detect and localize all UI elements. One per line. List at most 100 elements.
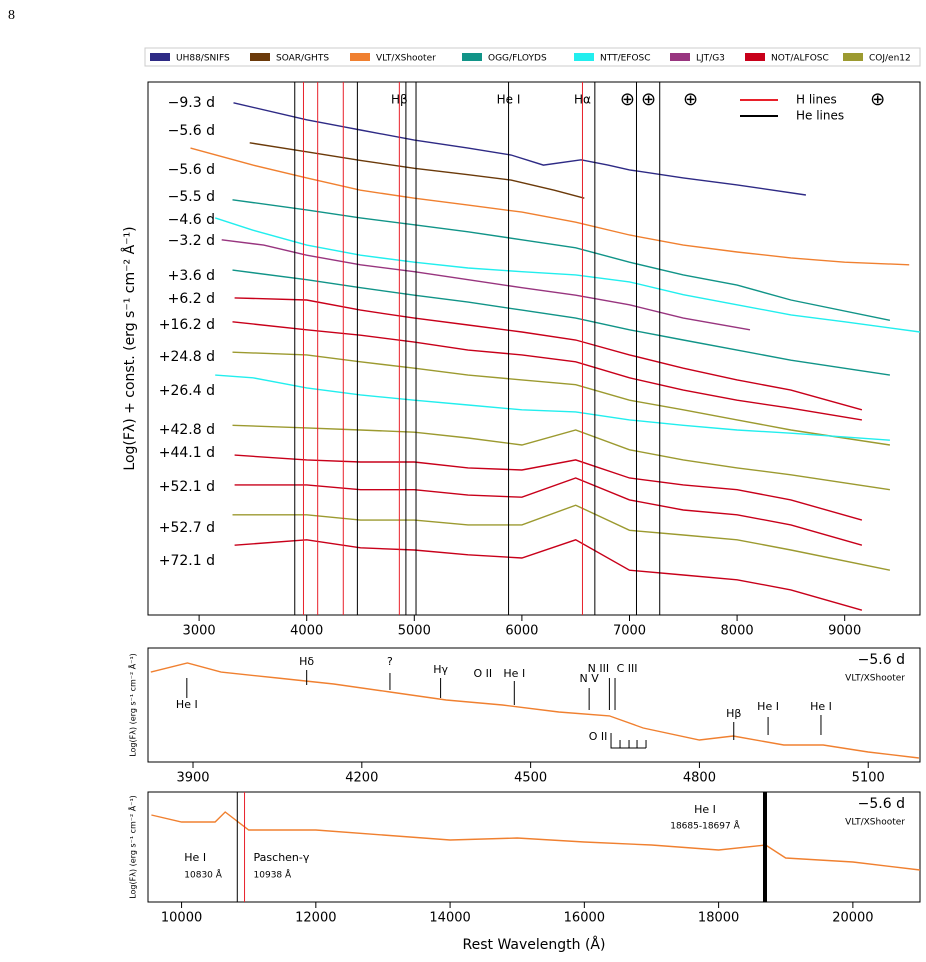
line-id-label: ⊕ <box>683 89 698 110</box>
epoch-label: +44.1 d <box>159 445 215 461</box>
legend-swatch <box>745 53 765 61</box>
legend-label: VLT/XShooter <box>376 54 436 64</box>
x-tick-label: 10000 <box>161 911 202 926</box>
line-id-label: Hα <box>574 93 591 107</box>
line-id-sublabel: 10938 Å <box>254 869 292 881</box>
legend-label: H lines <box>796 93 837 107</box>
spectrum <box>232 199 891 321</box>
legend-label: SOAR/GHTS <box>276 54 329 64</box>
x-tick-label: 20000 <box>832 911 873 926</box>
x-tick-label: 18000 <box>698 911 739 926</box>
epoch-label: −5.6 d <box>168 123 215 139</box>
spectrum <box>151 811 921 871</box>
x-tick-label: 6000 <box>505 624 538 639</box>
legend-swatch <box>462 53 482 61</box>
epoch-label: −9.3 d <box>168 95 215 111</box>
x-tick-label: 5000 <box>398 624 431 639</box>
x-tick-label: 7000 <box>613 624 646 639</box>
spectrum <box>214 217 921 333</box>
line-id-label: O II <box>473 667 492 680</box>
line-id-sublabel: 10830 Å <box>184 869 222 881</box>
spectrum <box>232 504 891 571</box>
legend-swatch <box>350 53 370 61</box>
line-id-label: He I <box>503 667 525 680</box>
x-tick-label: 3000 <box>183 624 216 639</box>
spectrum <box>190 147 910 266</box>
legend-label: NTT/EFOSC <box>600 54 651 64</box>
epoch-label: +26.4 d <box>159 383 215 399</box>
line-id-label: He I <box>757 700 779 713</box>
x-tick-label: 4800 <box>683 771 716 786</box>
line-id-bracket <box>610 733 647 749</box>
x-tick-label: 8000 <box>721 624 754 639</box>
epoch-label: −5.6 d <box>858 652 905 668</box>
legend-label: LJT/G3 <box>696 54 725 64</box>
epoch-label: −5.6 d <box>168 162 215 178</box>
y-axis-label: Log(Fλ) (erg s⁻¹ cm⁻² Å⁻¹) <box>127 795 138 899</box>
line-id-label: Hβ <box>391 93 408 107</box>
instrument-label: VLT/XShooter <box>845 674 905 684</box>
plot-frame <box>147 81 921 616</box>
legend-label: OGG/FLOYDS <box>488 54 547 64</box>
x-tick-label: 12000 <box>295 911 336 926</box>
line-id-label: Hδ <box>299 655 314 668</box>
y-axis-label: Log(Fλ) (erg s⁻¹ cm⁻² Å⁻¹) <box>127 653 138 757</box>
spectrum <box>234 454 863 521</box>
line-id-sublabel: 18685-18697 Å <box>670 820 740 832</box>
legend-swatch <box>574 53 594 61</box>
plot-frame <box>147 647 921 763</box>
spectrum <box>249 142 585 199</box>
line-id-label: He I <box>184 851 206 864</box>
line-id-label: ⊕ <box>870 89 885 110</box>
x-tick-label: 14000 <box>429 911 470 926</box>
spectrum <box>221 239 751 331</box>
legend-label: He lines <box>796 109 844 123</box>
epoch-label: +52.1 d <box>159 479 215 495</box>
line-id-label: Hβ <box>726 707 741 720</box>
epoch-label: −5.5 d <box>168 189 215 205</box>
instrument-label: VLT/XShooter <box>845 818 905 828</box>
epoch-label: +52.7 d <box>159 520 215 536</box>
spectrum <box>234 477 863 546</box>
line-id-label: N III <box>588 662 609 675</box>
legend-label: NOT/ALFOSC <box>771 54 829 64</box>
line-id-label: He I <box>810 700 832 713</box>
plot-frame <box>147 791 921 903</box>
epoch-label: −4.6 d <box>168 212 215 228</box>
line-id-label: Paschen-γ <box>254 851 310 864</box>
epoch-label: +16.2 d <box>159 317 215 333</box>
spectrum <box>233 102 807 196</box>
epoch-label: −5.6 d <box>858 796 905 812</box>
legend-box <box>144 47 921 67</box>
y-axis-label: Log(Fλ) + const. (erg s⁻¹ cm⁻² Å⁻¹) <box>121 226 138 470</box>
line-id-label: ⊕ <box>620 89 635 110</box>
spectrum <box>234 297 863 411</box>
x-tick-label: 9000 <box>828 624 861 639</box>
legend-swatch <box>670 53 690 61</box>
x-tick-label: 4000 <box>290 624 323 639</box>
legend-label: COJ/en12 <box>869 54 911 64</box>
line-id-label: ? <box>387 655 393 668</box>
line-id-label: He I <box>694 803 716 816</box>
line-id-label: He I <box>497 93 521 107</box>
legend-swatch <box>250 53 270 61</box>
x-axis-label: Rest Wavelength (Å) <box>463 936 606 953</box>
epoch-label: −3.2 d <box>168 233 215 249</box>
legend-swatch <box>150 53 170 61</box>
spectrum <box>232 424 891 491</box>
line-id-label: Hγ <box>433 663 448 676</box>
x-tick-label: 5100 <box>852 771 885 786</box>
spectrum <box>150 662 919 759</box>
epoch-label: +72.1 d <box>159 553 215 569</box>
legend-label: UH88/SNIFS <box>176 54 230 64</box>
epoch-label: +24.8 d <box>159 349 215 365</box>
spectrum <box>232 321 863 421</box>
spectrum <box>234 539 863 611</box>
x-tick-label: 4200 <box>345 771 378 786</box>
line-id-label: O II <box>589 730 608 743</box>
line-id-label: N V <box>580 672 600 685</box>
spectrum <box>232 351 891 446</box>
x-tick-label: 3900 <box>176 771 209 786</box>
line-id-label: ⊕ <box>641 89 656 110</box>
